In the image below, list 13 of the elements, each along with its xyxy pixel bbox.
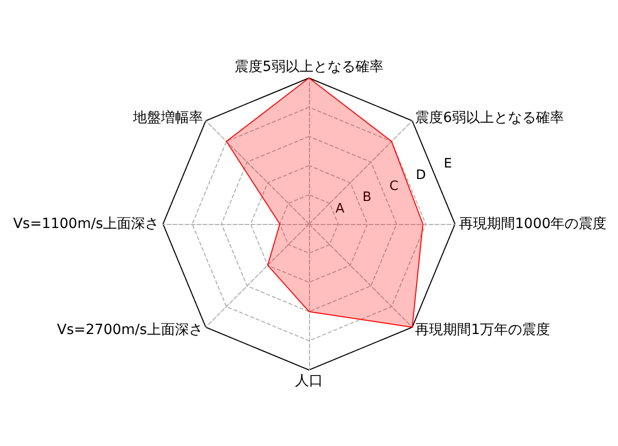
- spoke-label: 再現期間1万年の震度: [415, 322, 550, 338]
- y-tick-label: A: [336, 201, 345, 216]
- spoke-label: 再現期間1000年の震度: [459, 216, 607, 232]
- spoke-label: Vs=2700m/s上面深さ: [57, 322, 203, 338]
- spoke-label: 震度6弱以上となる確率: [415, 110, 564, 126]
- spoke-label: 人口: [295, 373, 323, 389]
- spoke-label: 震度5弱以上となる確率: [234, 59, 384, 75]
- spoke-label: 地盤増幅率: [132, 108, 203, 126]
- y-tick-label: E: [444, 156, 452, 172]
- y-tick-label: B: [362, 190, 372, 206]
- y-tick-label: C: [389, 178, 398, 194]
- y-tick-label: D: [416, 168, 426, 183]
- spoke-label: Vs=1100m/s上面深さ: [13, 216, 159, 232]
